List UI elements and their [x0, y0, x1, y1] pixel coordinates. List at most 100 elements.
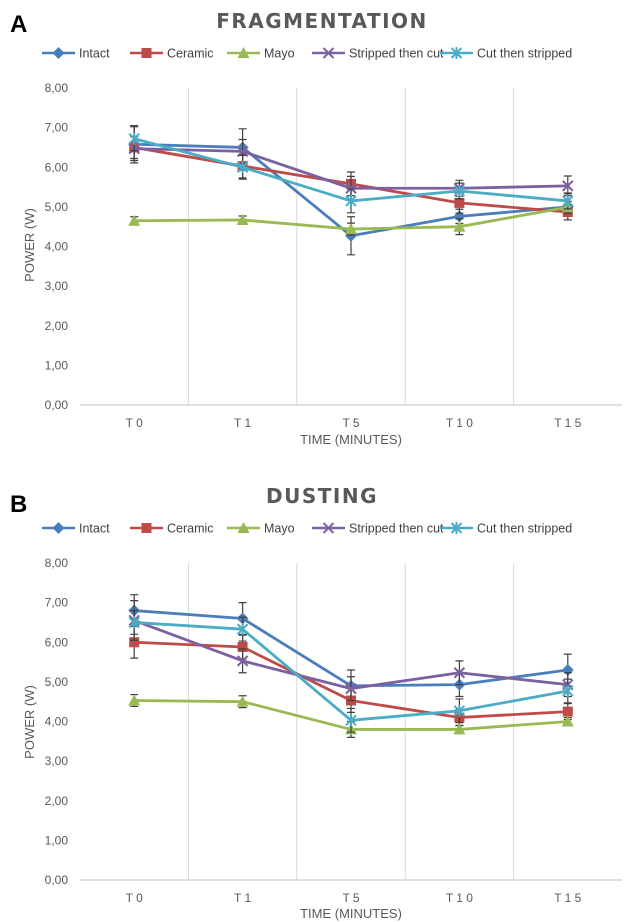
x-tick-label: T 1 — [234, 891, 251, 905]
data-point — [237, 642, 248, 653]
series-cut-then-stripped — [128, 126, 574, 214]
y-tick-label: 1,00 — [45, 358, 69, 372]
y-axis-title: POWER (W) — [22, 208, 37, 282]
fragmentation-chart: A FRAGMENTATION Intact Ceramic Mayo Strippe… — [10, 9, 622, 447]
legend-item-ceramic: Ceramic — [130, 47, 214, 61]
y-tick-label: 4,00 — [45, 240, 69, 254]
data-point — [562, 706, 573, 717]
data-point — [345, 182, 357, 194]
data-point — [454, 197, 465, 208]
legend-item-stripped-then-cut: Stripped then cut — [312, 47, 444, 61]
data-point — [128, 616, 140, 629]
data-point — [453, 667, 466, 679]
legend-swatch-marker — [450, 47, 463, 59]
legend-item-intact: Intact — [42, 522, 110, 536]
data-point — [236, 145, 249, 158]
panel-letter: A — [10, 11, 27, 38]
y-tick-label: 0,00 — [45, 873, 69, 887]
y-tick-label: 4,00 — [45, 715, 69, 729]
data-point — [236, 655, 249, 667]
y-tick-label: 5,00 — [45, 675, 69, 689]
legend-item-mayo: Mayo — [227, 522, 295, 536]
legend-swatch-marker — [450, 522, 463, 534]
legend-label: Cut then stripped — [477, 47, 572, 61]
y-tick-label: 7,00 — [45, 121, 69, 135]
y-tick-label: 5,00 — [45, 200, 69, 214]
data-point — [345, 194, 357, 207]
x-tick-label: T 5 — [342, 416, 359, 430]
y-tick-label: 6,00 — [45, 160, 69, 174]
y-tick-label: 8,00 — [45, 556, 69, 570]
legend-item-intact: Intact — [42, 47, 110, 61]
data-point — [561, 715, 574, 727]
legend-label: Cut then stripped — [477, 522, 572, 536]
legend-label: Stripped then cut — [349, 522, 444, 536]
legend: Intact Ceramic Mayo Stripped then cut Cut th… — [42, 47, 572, 61]
legend-label: Intact — [79, 522, 110, 536]
y-tick-label: 3,00 — [45, 279, 69, 293]
x-tick-label: T 1 5 — [554, 416, 581, 430]
y-tick-label: 8,00 — [45, 81, 69, 95]
x-tick-label: T 0 — [126, 416, 143, 430]
y-tick-label: 0,00 — [45, 398, 69, 412]
legend-label: Ceramic — [167, 47, 214, 61]
data-point — [453, 220, 466, 232]
data-point — [128, 214, 141, 226]
plot-area: 0,00 1,00 2,00 3,00 4,00 5,00 6,00 7,00 8,00 T 0 T… — [45, 81, 622, 430]
x-tick-label: T 0 — [126, 891, 143, 905]
legend-item-cut-then-stripped: Cut then stripped — [440, 522, 572, 536]
chart-title: FRAGMENTATION — [216, 9, 428, 33]
x-tick-label: T 1 — [234, 416, 251, 430]
data-point — [345, 682, 357, 695]
legend-label: Mayo — [264, 47, 295, 61]
chart-title: DUSTING — [266, 484, 378, 508]
data-point — [453, 723, 466, 735]
y-tick-label: 7,00 — [45, 596, 69, 610]
legend-label: Intact — [79, 47, 110, 61]
series-cut-then-stripped — [128, 609, 574, 733]
legend-swatch-marker — [52, 47, 65, 59]
legend-item-cut-then-stripped: Cut then stripped — [440, 47, 572, 61]
legend-swatch-marker — [322, 47, 335, 59]
legend-swatch-marker — [141, 523, 152, 533]
legend-swatch-marker — [237, 522, 250, 533]
y-tick-label: 1,00 — [45, 833, 69, 847]
data-point — [345, 223, 357, 235]
data-point — [128, 694, 141, 706]
panel-letter: B — [10, 491, 27, 518]
legend: Intact Ceramic Mayo Stripped then cut Cut th… — [42, 522, 572, 536]
data-point — [236, 623, 249, 636]
y-tick-label: 6,00 — [45, 635, 69, 649]
y-tick-label: 3,00 — [45, 754, 69, 768]
data-point — [129, 637, 140, 648]
plot-area: 0,00 1,00 2,00 3,00 4,00 5,00 6,00 7,00 8,00 T 0 T… — [45, 556, 622, 905]
data-point — [453, 185, 466, 198]
data-point — [128, 132, 140, 145]
legend-item-stripped-then-cut: Stripped then cut — [312, 522, 444, 536]
data-point — [236, 695, 249, 707]
dusting-chart: B DUSTING Intact Ceramic Mayo Stripped then… — [10, 484, 622, 921]
legend-item-mayo: Mayo — [227, 47, 295, 61]
data-point — [453, 704, 466, 717]
data-point — [236, 213, 249, 225]
x-tick-label: T 1 0 — [446, 416, 473, 430]
x-axis-title: TIME (MINUTES) — [300, 906, 402, 921]
legend-swatch-marker — [52, 522, 65, 534]
y-axis-title: POWER (W) — [22, 685, 37, 759]
legend-label: Ceramic — [167, 522, 214, 536]
x-tick-label: T 1 0 — [446, 891, 473, 905]
data-point — [562, 194, 574, 207]
legend-label: Stripped then cut — [349, 47, 444, 61]
legend-item-ceramic: Ceramic — [130, 522, 214, 536]
data-point — [236, 161, 249, 174]
legend-swatch-marker — [141, 48, 152, 58]
x-tick-label: T 5 — [342, 891, 359, 905]
legend-swatch-marker — [322, 522, 335, 534]
legend-label: Mayo — [264, 522, 295, 536]
y-tick-label: 2,00 — [45, 319, 69, 333]
y-tick-label: 2,00 — [45, 794, 69, 808]
data-point — [345, 714, 357, 727]
data-point — [562, 684, 574, 697]
x-tick-label: T 1 5 — [554, 891, 581, 905]
data-point — [562, 180, 574, 192]
